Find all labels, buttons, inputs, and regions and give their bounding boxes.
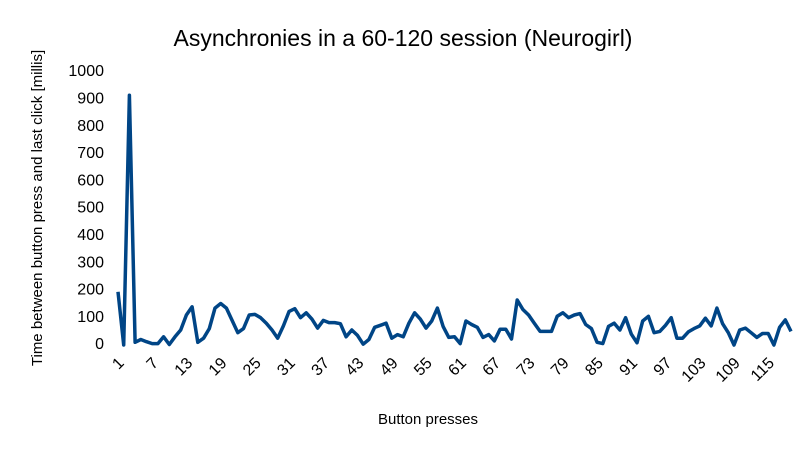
y-tick-label: 200 bbox=[77, 282, 104, 299]
x-tick-label: 67 bbox=[480, 355, 505, 380]
x-tick-label: 31 bbox=[274, 355, 299, 380]
x-tick-label: 109 bbox=[713, 355, 744, 386]
y-tick-label: 300 bbox=[77, 254, 104, 271]
x-tick-label: 115 bbox=[748, 355, 778, 385]
x-tick-label: 1 bbox=[109, 355, 127, 373]
y-tick-label: 600 bbox=[77, 172, 104, 189]
y-tick-label: 400 bbox=[77, 227, 104, 244]
y-tick-label: 800 bbox=[77, 118, 104, 135]
x-tick-label: 61 bbox=[445, 355, 470, 380]
y-tick-label: 1000 bbox=[68, 63, 104, 80]
x-tick-label: 43 bbox=[343, 355, 368, 380]
y-tick-label: 100 bbox=[77, 309, 104, 326]
x-tick-label: 91 bbox=[617, 355, 642, 380]
x-tick-label: 85 bbox=[582, 355, 607, 380]
x-tick-label: 73 bbox=[514, 355, 539, 380]
x-tick-label: 97 bbox=[651, 355, 676, 380]
y-tick-label: 0 bbox=[95, 336, 104, 353]
x-tick-label: 25 bbox=[240, 355, 265, 380]
x-axis-label: Button presses bbox=[378, 411, 478, 428]
y-axis-label: Time between button press and last click… bbox=[29, 50, 46, 366]
x-tick-label: 7 bbox=[144, 355, 162, 373]
y-tick-label: 900 bbox=[77, 91, 104, 108]
y-tick-label: 500 bbox=[77, 200, 104, 217]
data-line bbox=[116, 93, 793, 347]
x-tick-label: 37 bbox=[309, 355, 334, 380]
x-tick-label: 19 bbox=[206, 355, 231, 380]
x-tick-label: 103 bbox=[679, 355, 710, 386]
x-tick-label: 13 bbox=[172, 355, 197, 380]
x-tick-label: 55 bbox=[411, 355, 436, 380]
x-tick-label: 49 bbox=[377, 355, 402, 380]
y-tick-label: 700 bbox=[77, 145, 104, 162]
chart-title: Asynchronies in a 60-120 session (Neurog… bbox=[174, 25, 633, 51]
x-tick-label: 79 bbox=[548, 355, 573, 380]
